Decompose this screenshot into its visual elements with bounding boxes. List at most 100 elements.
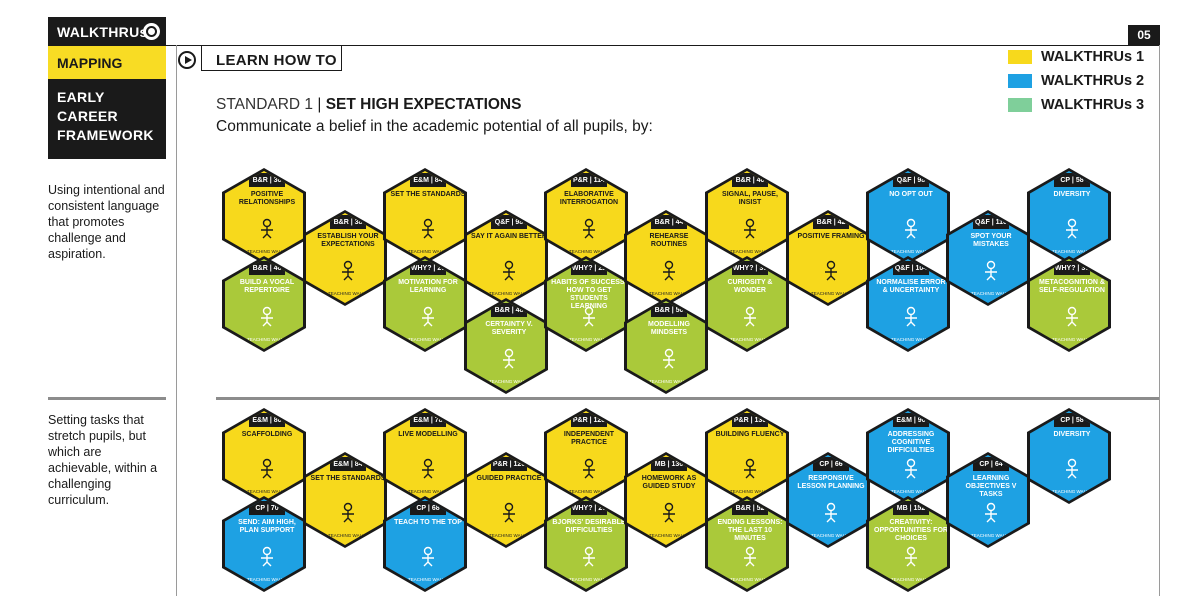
illustration-icon: [261, 306, 273, 327]
hex-footer: TEACHING WALKTHRUS: [408, 489, 461, 494]
hex-footer: TEACHING WALKTHRUS: [569, 249, 622, 254]
illustration-icon: [261, 218, 273, 239]
hex-footer: TEACHING WALKTHRUS: [408, 337, 461, 342]
hex-footer: TEACHING WALKTHRUS: [891, 249, 944, 254]
walkthru-hex-card[interactable]: CP | 70 SEND: AIM HIGH, PLAN SUPPORT TEACH…: [222, 496, 306, 592]
illustration-icon: [905, 458, 917, 479]
hex-footer: TEACHING WALKTHRUS: [328, 533, 381, 538]
walkthru-hex-card[interactable]: CP | 66 RESPONSIVE LESSON PLANNING TEACHIN…: [786, 452, 870, 548]
hex-footer: TEACHING WALKTHRUS: [891, 337, 944, 342]
walkthru-hex-card[interactable]: MB | 152 CREATIVITY: OPPORTUNITIES FOR CH…: [866, 496, 950, 592]
hex-title: NORMALISE ERROR & UNCERTAINTY: [876, 279, 946, 294]
walkthru-hex-card[interactable]: E&M | 84 SET THE STANDARDS TEACHING WALKTH…: [303, 452, 387, 548]
walkthru-hex-card[interactable]: MB | 136 HOMEWORK AS GUIDED STUDY TEACHING…: [624, 452, 708, 548]
walkthru-hex-card[interactable]: Q&F | 98 NO OPT OUT TEACHING WALKTHRUS: [866, 168, 950, 264]
illustration-icon: [663, 502, 675, 523]
walkthru-hex-card[interactable]: WHY? | 26 BJORKS' DESIRABLE DIFFICULTIES T…: [544, 496, 628, 592]
walkthru-hex-card[interactable]: B&R | 38 ESTABLISH YOUR EXPECTATIONS TEACH…: [303, 210, 387, 306]
illustration-icon: [261, 458, 273, 479]
brand-name: WALKTHRUs: [57, 23, 148, 40]
learn-how-to-heading: LEARN HOW TO: [216, 52, 337, 69]
walkthru-hex-card[interactable]: E&M | 80 SCAFFOLDING TEACHING WALKTHRUS: [222, 408, 306, 504]
hex-footer: TEACHING WALKTHRUS: [730, 249, 783, 254]
hex-title: CERTAINTY v. SEVERITY: [485, 321, 533, 336]
hex-footer: TEACHING WALKTHRUS: [569, 577, 622, 582]
walkthru-hex-card[interactable]: P&R | 130 BUILDING FLUENCY TEACHING WALKTH…: [705, 408, 789, 504]
hex-title: SIGNAL, PAUSE, INSIST: [722, 191, 778, 206]
hex-footer: TEACHING WALKTHRUS: [811, 291, 864, 296]
walkthru-hex-card[interactable]: B&R | 52 ENDING LESSONS: THE LAST 10 MINU…: [705, 496, 789, 592]
walkthru-hex-card[interactable]: B&R | 50 MODELLING MINDSETS TEACHING WALKT…: [624, 298, 708, 394]
hex-title: POSITIVE FRAMING: [797, 233, 865, 240]
hex-body: WHY? | 36 METACOGNITION & SELF-REGULATION…: [1030, 259, 1108, 349]
walkthru-hex-card[interactable]: B&R | 42 POSITIVE FRAMING TEACHING WALKTHR…: [786, 210, 870, 306]
hex-footer: TEACHING WALKTHRUS: [247, 249, 300, 254]
walkthru-hex-card[interactable]: E&M | 84 SET THE STANDARDS TEACHING WALKTH…: [383, 168, 467, 264]
walkthru-hex-card[interactable]: CP | 64 LEARNING OBJECTIVES v TASKS TEACHI…: [946, 452, 1030, 548]
hex-footer: TEACHING WALKTHRUS: [971, 533, 1024, 538]
illustration-icon: [583, 458, 595, 479]
play-icon[interactable]: [178, 51, 196, 69]
hex-title: TEACH TO THE TOP: [394, 519, 462, 526]
hex-title: ESTABLISH YOUR EXPECTATIONS: [317, 233, 379, 248]
legend-label: WALKTHRUs 1: [1041, 49, 1145, 65]
legend-swatch: [1008, 98, 1032, 112]
hex-footer: TEACHING WALKTHRUS: [569, 489, 622, 494]
walkthru-hex-card[interactable]: Q&F | 104 NORMALISE ERROR & UNCERTAINTY TE…: [866, 256, 950, 352]
walkthru-hex-card[interactable]: WHY? | 36 METACOGNITION & SELF-REGULATION…: [1027, 256, 1111, 352]
hex-body: E&M | 80 SCAFFOLDING TEACHING WALKTHRUS: [225, 411, 303, 501]
walkthru-hex-card[interactable]: E&M | 78 LIVE MODELLING TEACHING WALKTHRUS: [383, 408, 467, 504]
walkthru-hex-card[interactable]: WHY? | 30 CURIOSITY & WONDER TEACHING WALK…: [705, 256, 789, 352]
middle-rule: [216, 397, 1159, 400]
illustration-icon: [744, 546, 756, 567]
hex-body: B&R | 48 CERTAINTY v. SEVERITY TEACHING WA…: [467, 301, 545, 391]
illustration-icon: [422, 306, 434, 327]
walkthru-hex-card[interactable]: E&M | 90 ADDRESSING COGNITIVE DIFFICULTIE…: [866, 408, 950, 504]
illustration-icon: [583, 218, 595, 239]
standard-heading: STANDARD 1 | SET HIGH EXPECTATIONS: [216, 96, 521, 114]
walkthru-hex-card[interactable]: Q&F | 110 SPOT YOUR MISTAKES TEACHING WALK…: [946, 210, 1030, 306]
walkthru-hex-card[interactable]: CP | 68 TEACH TO THE TOP TEACHING WALKTHRU…: [383, 496, 467, 592]
illustration-icon: [663, 260, 675, 281]
standard-title: SET HIGH EXPECTATIONS: [325, 96, 522, 113]
illustration-icon: [905, 218, 917, 239]
hex-body: E&M | 90 ADDRESSING COGNITIVE DIFFICULTIE…: [869, 411, 947, 501]
walkthru-hex-card[interactable]: P&R | 126 GUIDED PRACTICE TEACHING WALKTHR…: [464, 452, 548, 548]
illustration-icon: [503, 348, 515, 369]
hex-title: SPOT YOUR MISTAKES: [970, 233, 1012, 248]
walkthru-hex-card[interactable]: WHY? | 22 HABITS OF SUCCESS: HOW TO GET S…: [544, 256, 628, 352]
hex-title: BJORKS' DESIRABLE DIFFICULTIES: [552, 519, 626, 534]
standard-subtitle: Communicate a belief in the academic pot…: [216, 118, 653, 135]
walkthru-hex-card[interactable]: B&R | 40 SIGNAL, PAUSE, INSIST TEACHING WA…: [705, 168, 789, 264]
hex-footer: TEACHING WALKTHRUS: [328, 291, 381, 296]
hex-title: ENDING LESSONS: THE LAST 10 MINUTES: [717, 519, 783, 542]
illustration-icon: [1066, 218, 1078, 239]
hex-title: POSITIVE RELATIONSHIPS: [238, 191, 296, 206]
brand-badge: WALKTHRUs: [48, 17, 166, 46]
walkthru-hex-card[interactable]: CP | 58 DIVERSITY TEACHING WALKTHRUS: [1027, 168, 1111, 264]
hex-title: HOMEWORK AS GUIDED STUDY: [641, 475, 697, 490]
hex-title: MODELLING MINDSETS: [648, 321, 690, 336]
walkthru-hex-card[interactable]: B&R | 44 REHEARSE ROUTINES TEACHING WALKTH…: [624, 210, 708, 306]
walkthru-hex-card[interactable]: B&R | 46 BUILD A VOCAL REPERTOIRE TEACHING…: [222, 256, 306, 352]
walkthru-hex-card[interactable]: B&R | 36 POSITIVE RELATIONSHIPS TEACHING W…: [222, 168, 306, 264]
walkthru-hex-card[interactable]: WHY? | 20 MOTIVATION FOR LEARNING TEACHING…: [383, 256, 467, 352]
hex-body: CP | 68 TEACH TO THE TOP TEACHING WALKTHRU…: [386, 499, 464, 589]
hex-footer: TEACHING WALKTHRUS: [649, 291, 702, 296]
hex-footer: TEACHING WALKTHRUS: [247, 489, 300, 494]
hex-title: SET THE STANDARDS: [390, 191, 466, 198]
section-divider: [48, 397, 166, 400]
walkthru-hex-card[interactable]: P&R | 128 INDEPENDENT PRACTICE TEACHING WA…: [544, 408, 628, 504]
illustration-icon: [744, 458, 756, 479]
hex-title: LEARNING OBJECTIVES v TASKS: [965, 475, 1017, 498]
walkthru-hex-card[interactable]: B&R | 48 CERTAINTY v. SEVERITY TEACHING WA…: [464, 298, 548, 394]
walkthru-hex-card[interactable]: P&R | 114 ELABORATIVE INTERROGATION TEACHI…: [544, 168, 628, 264]
hex-body: CP | 58 DIVERSITY TEACHING WALKTHRUS: [1030, 171, 1108, 261]
hex-title: SAY IT AGAIN BETTER: [471, 233, 547, 240]
walkthru-hex-card[interactable]: CP | 58 DIVERSITY TEACHING WALKTHRUS: [1027, 408, 1111, 504]
walkthru-hex-card[interactable]: Q&F | 98 SAY IT AGAIN BETTER TEACHING WALK…: [464, 210, 548, 306]
illustration-icon: [744, 306, 756, 327]
illustration-icon: [422, 458, 434, 479]
legend-label: WALKTHRUs 3: [1041, 97, 1145, 113]
hex-body: CP | 70 SEND: AIM HIGH, PLAN SUPPORT TEACH…: [225, 499, 303, 589]
